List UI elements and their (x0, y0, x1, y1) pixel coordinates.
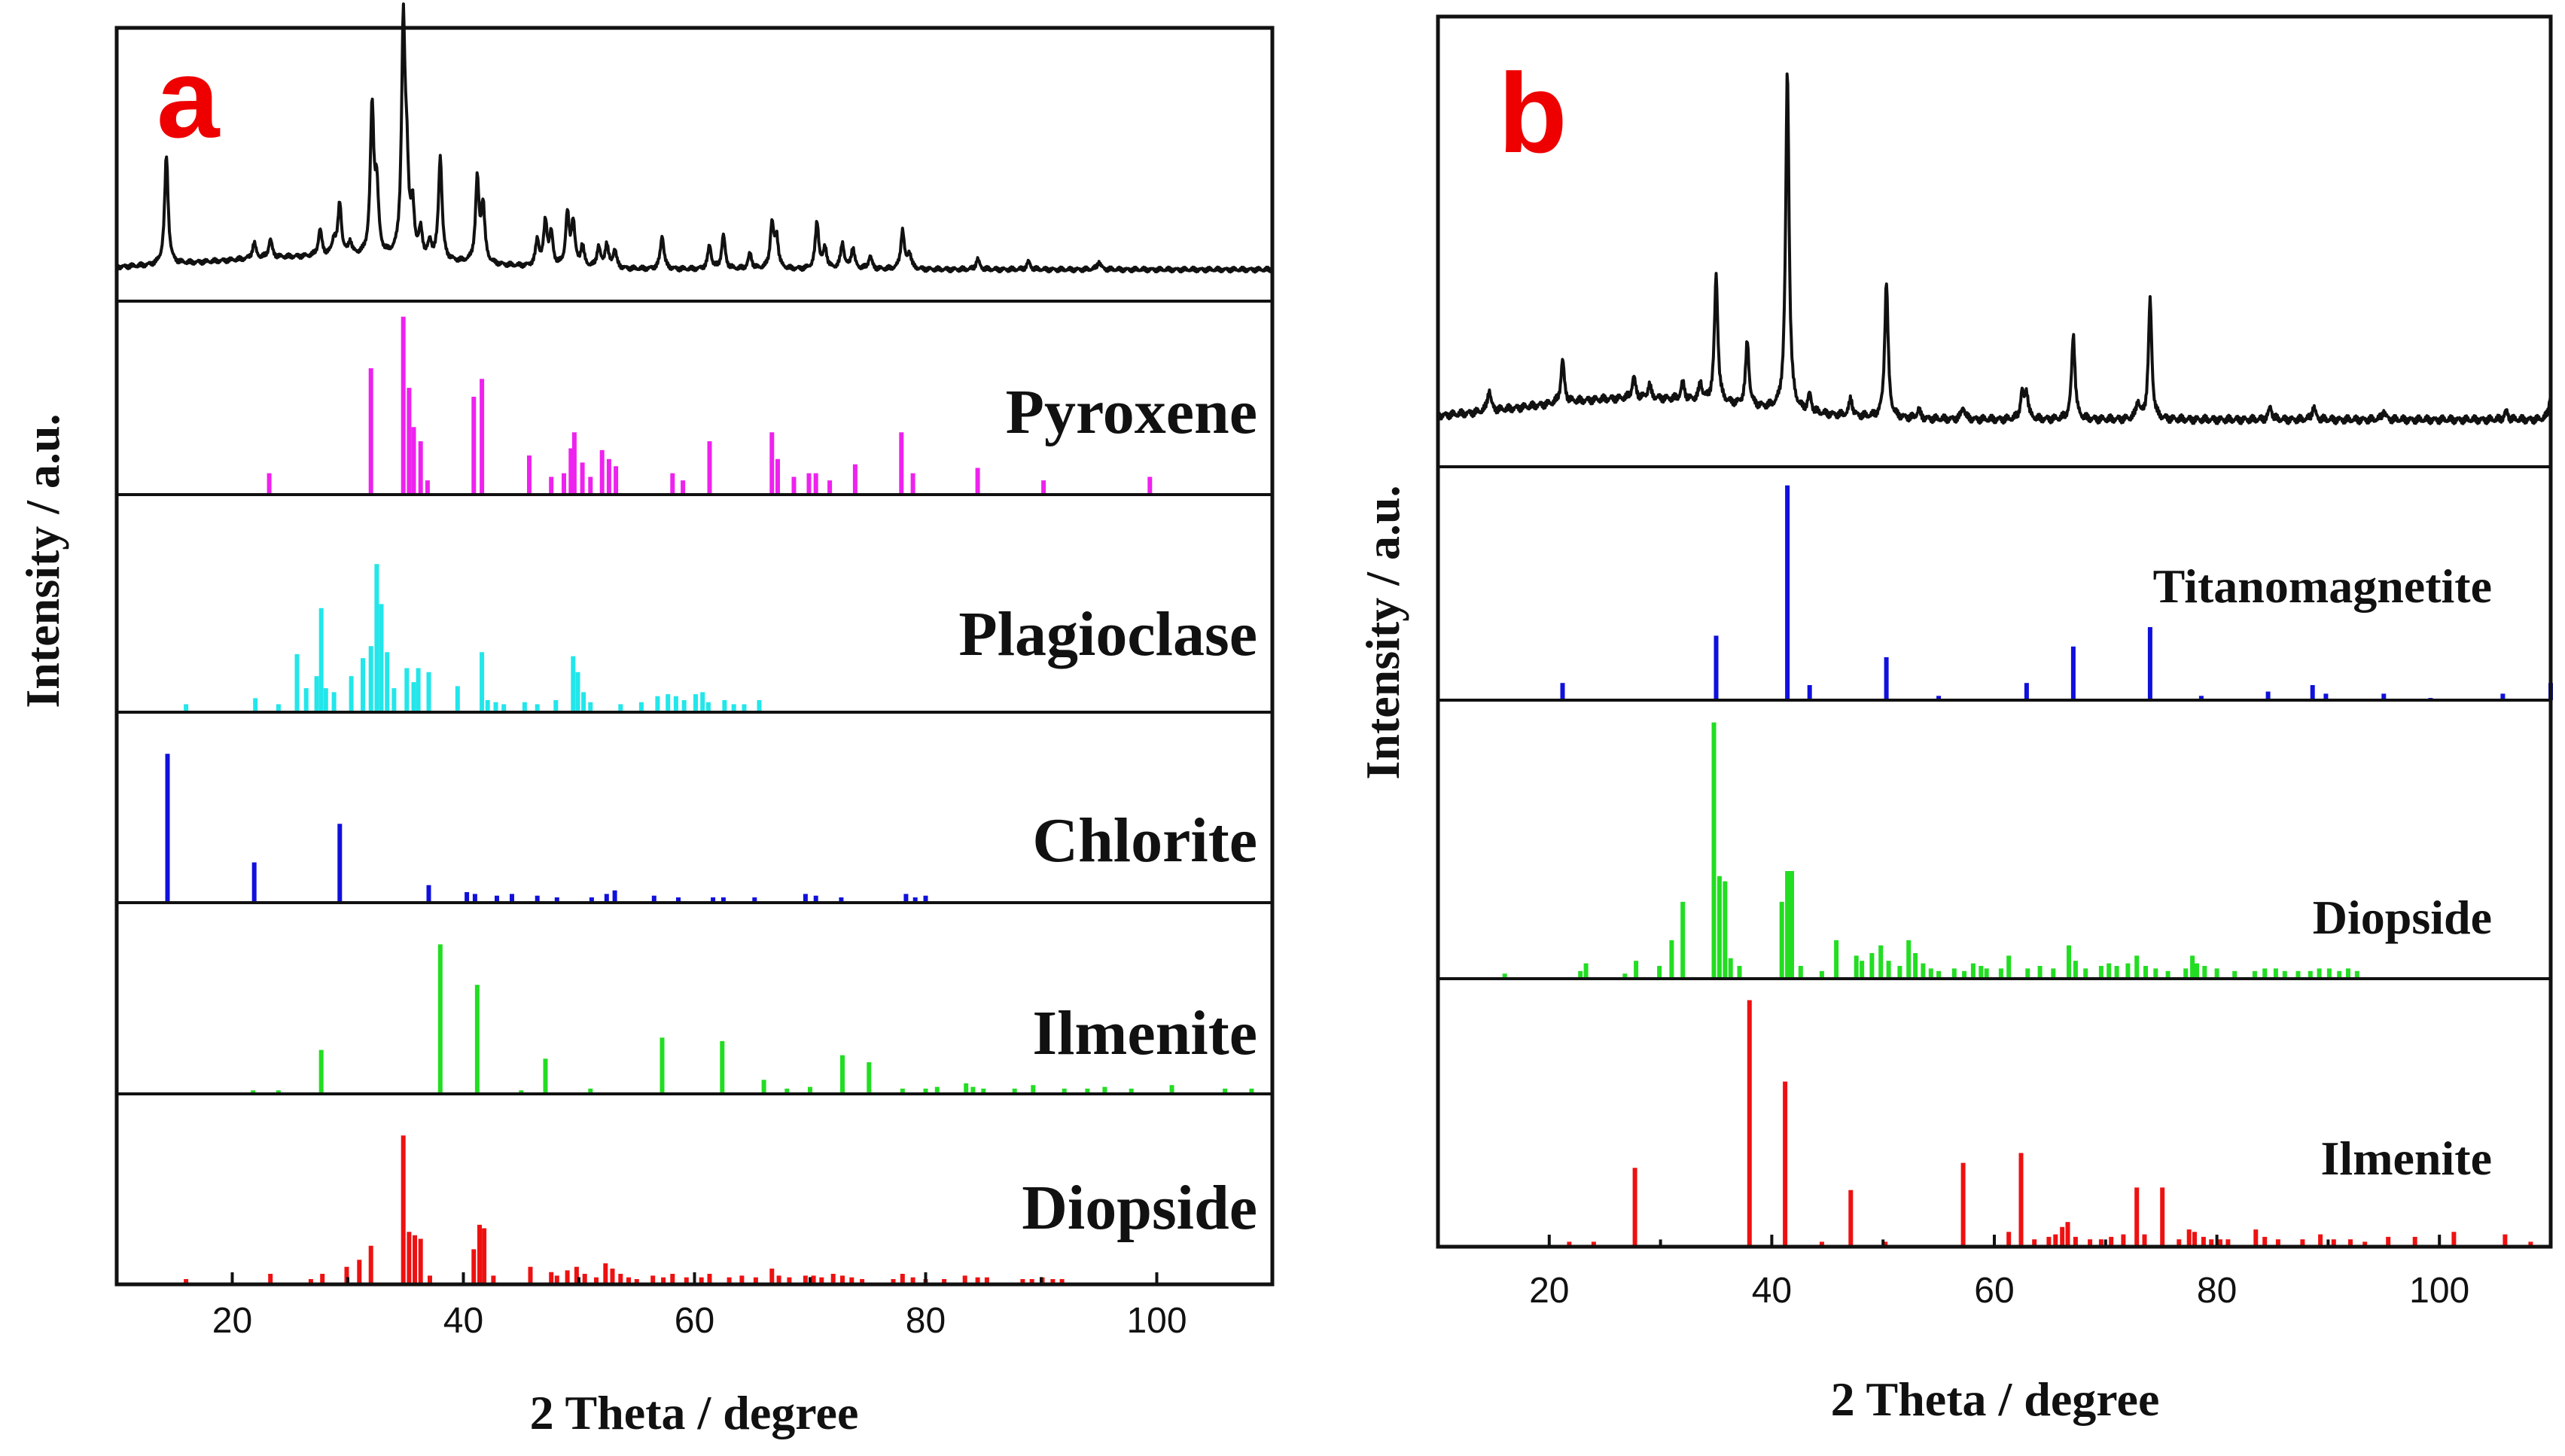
x-tick-label: 20 (212, 1301, 252, 1341)
x-tick-label: 80 (906, 1301, 946, 1341)
diopside-label: Diopside (2313, 891, 2492, 944)
panel-b-traces (1436, 72, 2553, 1247)
plagioclase-reference-pattern (184, 564, 762, 712)
x-tick-label: 100 (1126, 1301, 1187, 1341)
panel-b-ticks (1436, 1235, 2552, 1247)
x-tick-label: 60 (1974, 1271, 2014, 1311)
chlorite-label: Chlorite (1032, 806, 1257, 876)
pyroxene-label: Pyroxene (1006, 377, 1257, 447)
x-tick-label: 20 (1529, 1271, 1569, 1311)
panel-b-tick-labels: 20 40 60 80 100 (1529, 1271, 2469, 1311)
panel-a-x-axis-title: 2 Theta / degree (530, 1386, 859, 1439)
ilmenite-label: Ilmenite (1032, 998, 1257, 1068)
plagioclase-label: Plagioclase (958, 599, 1257, 669)
panel-a-phase-labels: Pyroxene Plagioclase Chlorite Ilmenite Diops… (958, 377, 1257, 1243)
panel-b-phase-labels: Titanomagnetite Diopside Ilmenite (2153, 559, 2492, 1185)
panel-b: 20 40 60 80 100 Titanomagnetite Diopside Ilmen… (1356, 14, 2553, 1426)
panel-a: 20 40 60 80 100 Pyroxene Plagioclase Chlorite I… (16, 2, 1275, 1439)
titanomagnetite-label: Titanomagnetite (2153, 559, 2492, 613)
diopside-reference-pattern (184, 1135, 1065, 1284)
x-tick-label: 60 (675, 1301, 714, 1341)
panel-b-frame (1436, 14, 2553, 1249)
diopside-label: Diopside (1022, 1173, 1257, 1243)
panel-a-letter: a (157, 35, 221, 161)
panel-a-tick-labels: 20 40 60 80 100 (212, 1301, 1187, 1341)
chlorite-reference-pattern (165, 754, 928, 903)
panel-a-separators (117, 300, 1272, 1095)
x-tick-label: 40 (1752, 1271, 1792, 1311)
diopside-reference-pattern (1502, 722, 2359, 979)
measured-xrd-pattern (115, 2, 1274, 274)
panel-a-ticks (115, 1272, 1274, 1284)
measured-xrd-pattern (1436, 72, 2552, 425)
ilmenite-reference-pattern (1567, 1000, 2533, 1247)
pyroxene-reference-pattern (267, 316, 1153, 495)
panel-b-y-axis-title: Intensity / a.u. (1356, 485, 1409, 779)
ilmenite-label: Ilmenite (2321, 1132, 2493, 1185)
x-tick-label: 80 (2197, 1271, 2237, 1311)
panel-a-y-axis-title: Intensity / a.u. (16, 413, 69, 708)
x-tick-label: 40 (443, 1301, 483, 1341)
panel-b-letter: b (1498, 50, 1567, 176)
panel-a-traces (115, 2, 1274, 1284)
panel-b-separators (1438, 465, 2551, 980)
panel-b-x-axis-title: 2 Theta / degree (1831, 1372, 2160, 1426)
x-tick-label: 100 (2409, 1271, 2469, 1311)
